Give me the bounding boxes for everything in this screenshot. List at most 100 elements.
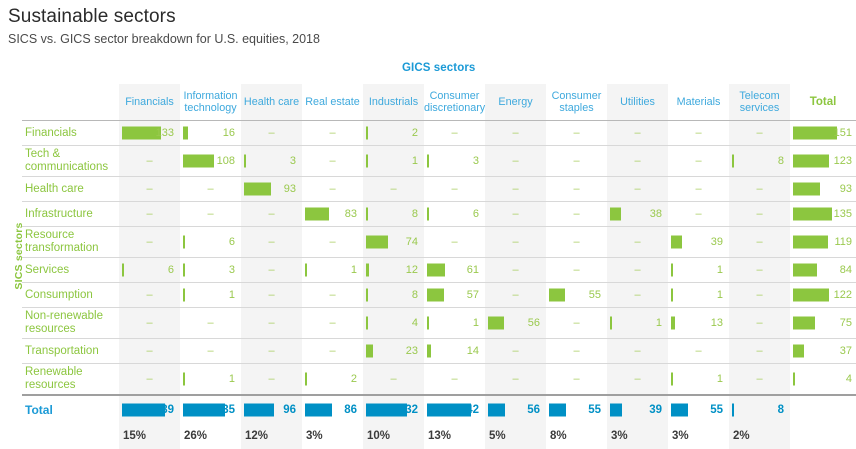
matrix-cell-empty: – [668,121,729,146]
cell-value: 1 [349,264,357,276]
matrix-cell: 1 [668,364,729,396]
cell-value: 55 [587,289,601,301]
matrix-cell: 74 [363,227,424,258]
value-bar [244,155,246,168]
value-bar [366,317,368,330]
value-bar [488,317,504,330]
row-total-value: 75 [838,317,852,329]
column-percent-cell: 15% [119,423,180,449]
column-total-value: 55 [586,404,601,416]
cell-value: 3 [288,155,296,167]
matrix-cell-empty: – [607,283,668,308]
matrix-cell-empty: – [302,177,363,202]
matrix-cell-empty: – [485,177,546,202]
matrix-cell-empty: – [180,202,241,227]
cell-value: 1 [715,264,723,276]
row-total-bar [793,373,795,386]
cell-value: 57 [465,289,479,301]
column-percent-value: 26% [184,430,207,442]
row-total-bar [793,264,817,277]
column-total-cell: 139 [119,395,180,423]
row-label-non-renewable-resources: Non-renewable resources [22,308,119,339]
column-percent-cell: 3% [668,423,729,449]
column-percent-value: 12% [245,430,268,442]
value-bar [183,264,185,277]
value-bar [366,345,373,358]
matrix-cell-empty: – [485,364,546,396]
row-total-cell: 84 [790,258,856,283]
row-label-services: Services [22,258,119,283]
matrix-cell-empty: – [607,121,668,146]
matrix-cell-empty: – [119,283,180,308]
matrix-cell-empty: – [729,364,790,396]
column-percents-row: 15%26%12%3%10%13%5%8%3%3%2% [22,423,856,449]
column-total-bar [244,403,274,416]
matrix-cell-empty: – [424,364,485,396]
matrix-cell-empty: – [729,202,790,227]
row-total-cell: 4 [790,364,856,396]
matrix-cell: 14 [424,339,485,364]
column-total-value: 132 [397,404,418,416]
column-percent-cell: 3% [607,423,668,449]
matrix-cell: 3 [424,146,485,177]
column-total-bar [305,403,332,416]
matrix-cell-empty: – [546,258,607,283]
column-percent-cell: 3% [302,423,363,449]
row-total-bar [793,155,829,168]
value-bar [366,264,369,277]
row-total-cell: 135 [790,202,856,227]
page-subtitle: SICS vs. GICS sector breakdown for U.S. … [8,32,320,46]
matrix-cell-empty: – [241,364,302,396]
matrix-cell: 61 [424,258,485,283]
cell-value: 1 [715,289,723,301]
value-bar [427,208,429,221]
matrix-cell: 23 [363,339,424,364]
matrix-cell-empty: – [119,364,180,396]
matrix-cell-empty: – [119,339,180,364]
value-bar [671,317,675,330]
matrix-cell: 133 [119,121,180,146]
value-bar [671,289,673,302]
matrix-cell: 16 [180,121,241,146]
column-header-utilities: Utilities [607,84,668,121]
matrix-cell-empty: – [485,121,546,146]
matrix-cell: 6 [424,202,485,227]
matrix-cell: 1 [424,308,485,339]
cell-value: 56 [526,317,540,329]
infographic-root: Sustainable sectors SICS vs. GICS sector… [0,0,856,435]
row-total-value: 84 [838,264,852,276]
matrix-cell: 1 [180,364,241,396]
value-bar [305,373,307,386]
row-total-bar [793,183,820,196]
matrix-cell-empty: – [241,202,302,227]
value-bar [427,289,444,302]
matrix-cell: 4 [363,308,424,339]
cell-value: 2 [349,373,357,385]
matrix-cell-empty: – [546,339,607,364]
row-label-financials: Financials [22,121,119,146]
matrix-cell: 13 [668,308,729,339]
matrix-cell-empty: – [302,339,363,364]
value-bar [671,264,673,277]
value-bar [244,183,271,196]
column-header-energy: Energy [485,84,546,121]
matrix-cell-empty: – [607,258,668,283]
value-bar [427,345,431,358]
cell-value: 108 [215,155,235,167]
column-total-bar [610,403,622,416]
value-bar [366,236,388,249]
column-percent-cell: 8% [546,423,607,449]
row-total-value: 93 [838,183,852,195]
column-header-telecom-services: Telecom services [729,84,790,121]
matrix-cell-empty: – [729,121,790,146]
column-percents-label [22,423,119,449]
matrix-cell: 2 [363,121,424,146]
column-total-cell: 39 [607,395,668,423]
matrix-cell-empty: – [363,364,424,396]
row-total-cell: 93 [790,177,856,202]
row-total-bar [793,317,815,330]
cell-value: 74 [404,236,418,248]
